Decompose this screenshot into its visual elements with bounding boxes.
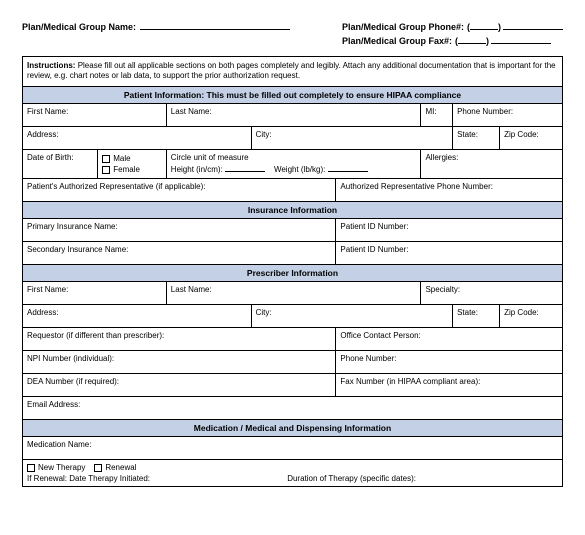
duration-label: Duration of Therapy (specific dates): <box>287 474 416 483</box>
fax-label: Plan/Medical Group Fax#: <box>342 36 452 46</box>
header-group-name: Plan/Medical Group Name: <box>22 20 290 48</box>
gender-cell: Male Female <box>98 149 167 178</box>
male-checkbox[interactable] <box>102 155 110 163</box>
male-label: Male <box>113 154 130 163</box>
header-phone-row: Plan/Medical Group Phone#: () <box>342 20 563 32</box>
fax-area-field[interactable] <box>458 34 486 44</box>
height-field[interactable] <box>225 162 265 172</box>
phone-label: Plan/Medical Group Phone#: <box>342 22 464 32</box>
prescriber-specialty[interactable]: Specialty: <box>421 282 563 305</box>
prescriber-city[interactable]: City: <box>251 305 452 328</box>
prescriber-address[interactable]: Address: <box>23 305 252 328</box>
medication-name[interactable]: Medication Name: <box>23 437 563 460</box>
requestor[interactable]: Requestor (if different than prescriber)… <box>23 328 336 351</box>
patient-state[interactable]: State: <box>453 126 500 149</box>
auth-rep-phone[interactable]: Authorized Representative Phone Number: <box>336 179 563 202</box>
primary-insurance[interactable]: Primary Insurance Name: <box>23 219 336 242</box>
phone-number-field[interactable] <box>503 20 563 30</box>
renewal-checkbox[interactable] <box>94 464 102 472</box>
height-label: Height (in/cm): <box>171 165 223 174</box>
group-name-field[interactable] <box>140 20 290 30</box>
section-medication: Medication / Medical and Dispensing Info… <box>23 420 563 437</box>
patient-last-name[interactable]: Last Name: <box>166 103 421 126</box>
auth-rep[interactable]: Patient's Authorized Representative (if … <box>23 179 336 202</box>
female-label: Female <box>113 165 140 174</box>
fax-number-field[interactable] <box>491 34 551 44</box>
secondary-id[interactable]: Patient ID Number: <box>336 242 563 265</box>
patient-first-name[interactable]: First Name: <box>23 103 167 126</box>
patient-mi[interactable]: MI: <box>421 103 453 126</box>
patient-phone[interactable]: Phone Number: <box>453 103 563 126</box>
secondary-insurance[interactable]: Secondary Insurance Name: <box>23 242 336 265</box>
section-patient-info: Patient Information: This must be filled… <box>23 86 563 103</box>
weight-field[interactable] <box>328 162 368 172</box>
circle-unit-label: Circle unit of measure <box>171 153 417 162</box>
dea-number[interactable]: DEA Number (if required): <box>23 374 336 397</box>
patient-address[interactable]: Address: <box>23 126 252 149</box>
prescriber-state[interactable]: State: <box>453 305 500 328</box>
instructions-label: Instructions: <box>27 61 75 70</box>
renewal-label: Renewal <box>105 463 136 472</box>
header-contact: Plan/Medical Group Phone#: () Plan/Medic… <box>342 20 563 48</box>
weight-label: Weight (lb/kg): <box>274 165 325 174</box>
primary-id[interactable]: Patient ID Number: <box>336 219 563 242</box>
form-header: Plan/Medical Group Name: Plan/Medical Gr… <box>22 20 563 48</box>
form-page: Plan/Medical Group Name: Plan/Medical Gr… <box>0 0 585 499</box>
prescriber-first-name[interactable]: First Name: <box>23 282 167 305</box>
prescriber-email[interactable]: Email Address: <box>23 397 563 420</box>
npi-number[interactable]: NPI Number (individual): <box>23 351 336 374</box>
prescriber-last-name[interactable]: Last Name: <box>166 282 421 305</box>
section-insurance: Insurance Information <box>23 202 563 219</box>
header-fax-row: Plan/Medical Group Fax#: () <box>342 34 563 46</box>
form-table: Instructions: Please fill out all applic… <box>22 56 563 487</box>
prescriber-fax[interactable]: Fax Number (in HIPAA compliant area): <box>336 374 563 397</box>
prescriber-phone[interactable]: Phone Number: <box>336 351 563 374</box>
prescriber-zip[interactable]: Zip Code: <box>500 305 563 328</box>
section-prescriber: Prescriber Information <box>23 265 563 282</box>
paren-close: ) <box>498 22 501 32</box>
if-renewal-label: If Renewal: Date Therapy Initiated: <box>27 474 287 483</box>
new-therapy-label: New Therapy <box>38 463 85 472</box>
patient-dob[interactable]: Date of Birth: <box>23 149 98 178</box>
phone-area-field[interactable] <box>470 20 498 30</box>
patient-city[interactable]: City: <box>251 126 452 149</box>
new-therapy-checkbox[interactable] <box>27 464 35 472</box>
instructions-text: Please fill out all applicable sections … <box>27 61 556 80</box>
female-checkbox[interactable] <box>102 166 110 174</box>
office-contact[interactable]: Office Contact Person: <box>336 328 563 351</box>
instructions-cell: Instructions: Please fill out all applic… <box>23 57 563 87</box>
patient-allergies[interactable]: Allergies: <box>421 149 563 178</box>
measure-cell: Circle unit of measure Height (in/cm): W… <box>166 149 421 178</box>
group-name-label: Plan/Medical Group Name: <box>22 22 136 32</box>
therapy-row: New Therapy Renewal If Renewal: Date The… <box>23 460 563 487</box>
patient-zip[interactable]: Zip Code: <box>500 126 563 149</box>
paren-close: ) <box>486 36 489 46</box>
